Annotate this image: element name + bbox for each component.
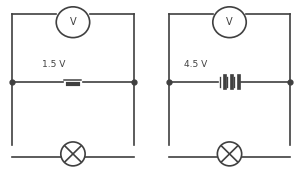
Text: 1.5 V: 1.5 V [42, 61, 65, 69]
Text: 4.5 V: 4.5 V [185, 61, 208, 69]
Text: V: V [226, 17, 233, 27]
Text: V: V [70, 17, 76, 27]
